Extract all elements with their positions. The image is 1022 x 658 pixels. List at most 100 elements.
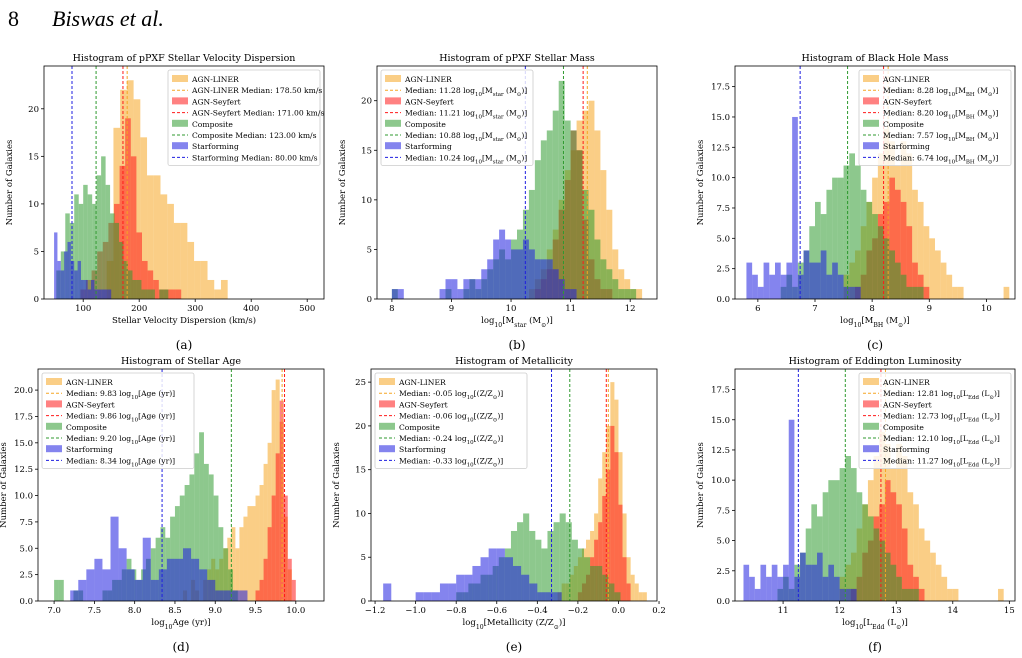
histogram-bar [142,537,151,601]
histogram-bar [57,260,61,299]
y-axis-label: Number of Galaxies [696,442,706,528]
histogram-bar [493,239,500,299]
histogram-bar [487,259,494,299]
x-tick-label: 10 [981,304,992,314]
histogram-bar [630,289,637,299]
legend: AGN-LINER Median: 9.83 log10[Age (yr)]AGN… [41,372,195,469]
plot-frame [734,368,1016,602]
histogram-bar [614,592,621,601]
histogram-bar [231,590,240,601]
histogram-bar [480,557,489,601]
legend-label: AGN-Seyfert [398,400,448,409]
histogram-bar [889,250,895,299]
histogram-bar [862,504,868,601]
y-tick-label: 0 [361,597,366,607]
legend-label: AGN-Seyfert [65,400,115,409]
histogram-bar [141,289,146,299]
histogram-bar [140,137,148,299]
histogram-bar [528,189,535,299]
histogram-bar [119,165,126,299]
legend-label: AGN-LINER Median: 178.50 km/s [191,86,322,95]
legend-label: AGN-LINER [882,75,930,84]
histogram-bar [815,262,821,299]
histogram-bar [872,214,878,299]
histogram-bar [839,468,846,601]
histogram-bar [255,590,260,601]
histogram-bar [845,456,851,601]
x-tick-label: 11 [778,606,789,616]
histogram-bar [163,289,169,299]
legend-label: Composite [399,423,440,432]
legend-label: Median: 11.28 log10[Mstar (M⊙)] [405,86,527,98]
histogram-bar [788,419,795,601]
histogram-bar [208,474,214,601]
legend-box [374,372,528,469]
histogram-bar [553,522,560,601]
histogram-bar [150,289,155,299]
histogram-bar [913,588,919,601]
legend-swatch [379,378,395,385]
histogram-bar [534,160,541,299]
legend-label: Starforming [405,142,452,151]
histogram-bar [618,504,623,601]
histogram-bar [998,588,1004,601]
legend-label: Composite [883,423,924,432]
histogram-bar [638,592,643,601]
running-head-authors: Biswas et al. [52,6,164,31]
histogram-bar [475,279,482,299]
legend-swatch [863,142,879,150]
x-tick-label: 13 [891,606,902,616]
x-tick-label: 6 [755,304,760,314]
legend-label: AGN-LINER [398,378,446,387]
y-tick-label: 15.0 [711,416,730,426]
histogram-bar [92,203,97,299]
histogram-bar [86,569,95,601]
histogram-bar [622,557,627,601]
panel-caption: (e) [506,640,522,654]
histogram-bar [856,492,863,601]
histogram-bar [576,150,583,299]
y-tick-label: 2.5 [19,571,33,581]
histogram-bar [760,564,767,601]
legend-label: Median: 8.20 log10[MBH (M⊙)] [883,109,998,121]
histogram-bar [142,260,148,299]
histogram-bar [546,259,553,299]
y-tick-label: 15.0 [14,439,33,449]
histogram-bar [94,558,103,601]
histogram-bar [397,289,404,299]
histogram-bar [251,506,256,601]
histogram-bar [612,279,619,299]
x-tick-label: −0.2 [568,606,589,616]
histogram-bar [642,592,647,601]
legend-swatch [863,400,879,408]
histogram-bar [594,239,601,299]
histogram-bar [839,588,846,601]
histogram-bar [160,194,168,299]
chart-title: Histogram of Eddington Luminosity [789,356,962,367]
plot-frame [734,65,1016,300]
histogram-bar [517,249,523,299]
histogram-bar [890,564,897,601]
histogram-bar [913,504,919,601]
histogram-bar [189,474,195,601]
histogram-bar [263,463,268,601]
x-tick-label: 300 [187,304,203,314]
histogram-bar [923,226,930,299]
histogram-bar [235,548,240,601]
y-tick-label: 12.5 [14,465,33,475]
x-tick-label: 11 [565,304,576,314]
histogram-bar [259,485,264,601]
histogram-bar [634,583,639,601]
y-tick-label: 7.5 [716,506,730,516]
histogram-bar [243,516,248,601]
histogram-bar [889,177,895,299]
histogram-bar [267,527,272,601]
x-tick-label: −1.0 [405,606,426,616]
series-starforming [70,516,248,601]
histogram-bar [87,194,93,299]
histogram-bar [105,184,111,299]
y-tick-label: 0 [367,295,372,305]
histogram-bar [239,590,248,601]
histogram-bar [771,564,778,601]
legend-swatch [863,97,879,105]
